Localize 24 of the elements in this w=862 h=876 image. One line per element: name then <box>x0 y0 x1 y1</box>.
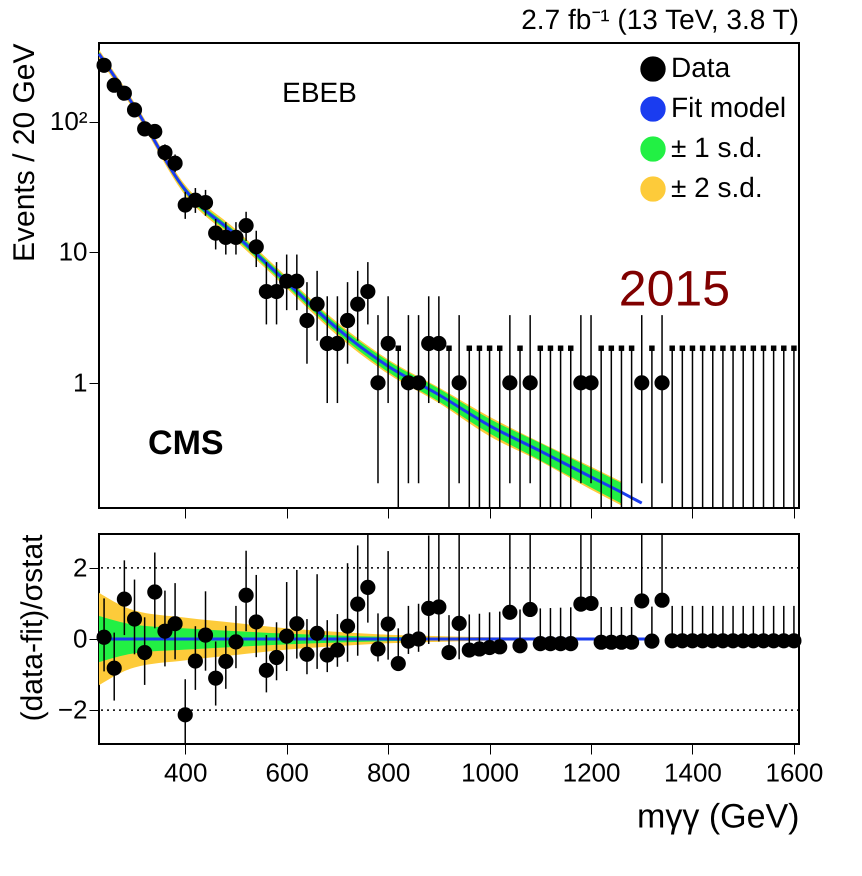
x-axis-title: mγγ (GeV) <box>637 798 800 836</box>
y-tick-label: 10 <box>58 236 88 267</box>
x-tick-label: 800 <box>366 758 410 788</box>
x-tick-label: 1000 <box>461 758 519 788</box>
y-tick-label: −2 <box>58 694 88 725</box>
y-tick-label: 1 <box>73 367 88 398</box>
x-tick-label: 1200 <box>562 758 620 788</box>
annotation: 2015 <box>618 260 730 316</box>
legend-label: ± 2 s.d. <box>671 172 763 203</box>
legend-label: Data <box>671 52 731 83</box>
x-tick-label: 400 <box>164 758 208 788</box>
chart-title: 2.7 fb⁻¹ (13 TeV, 3.8 T) <box>521 4 799 35</box>
legend-label: ± 1 s.d. <box>671 132 763 163</box>
y-tick-label: 10² <box>50 106 88 136</box>
y-axis-title: Events / 20 GeV <box>8 44 41 262</box>
annotation: EBEB <box>282 77 357 108</box>
y-axis-title: (data-fit)/σstat <box>16 534 49 722</box>
y-tick-label: 2 <box>73 552 88 582</box>
x-tick-label: 1400 <box>664 758 722 788</box>
x-tick-label: 1600 <box>766 758 824 788</box>
x-tick-label: 600 <box>265 758 309 788</box>
annotation: CMS <box>148 424 224 462</box>
y-tick-label: 0 <box>73 624 88 654</box>
legend-label: Fit model <box>671 92 786 123</box>
